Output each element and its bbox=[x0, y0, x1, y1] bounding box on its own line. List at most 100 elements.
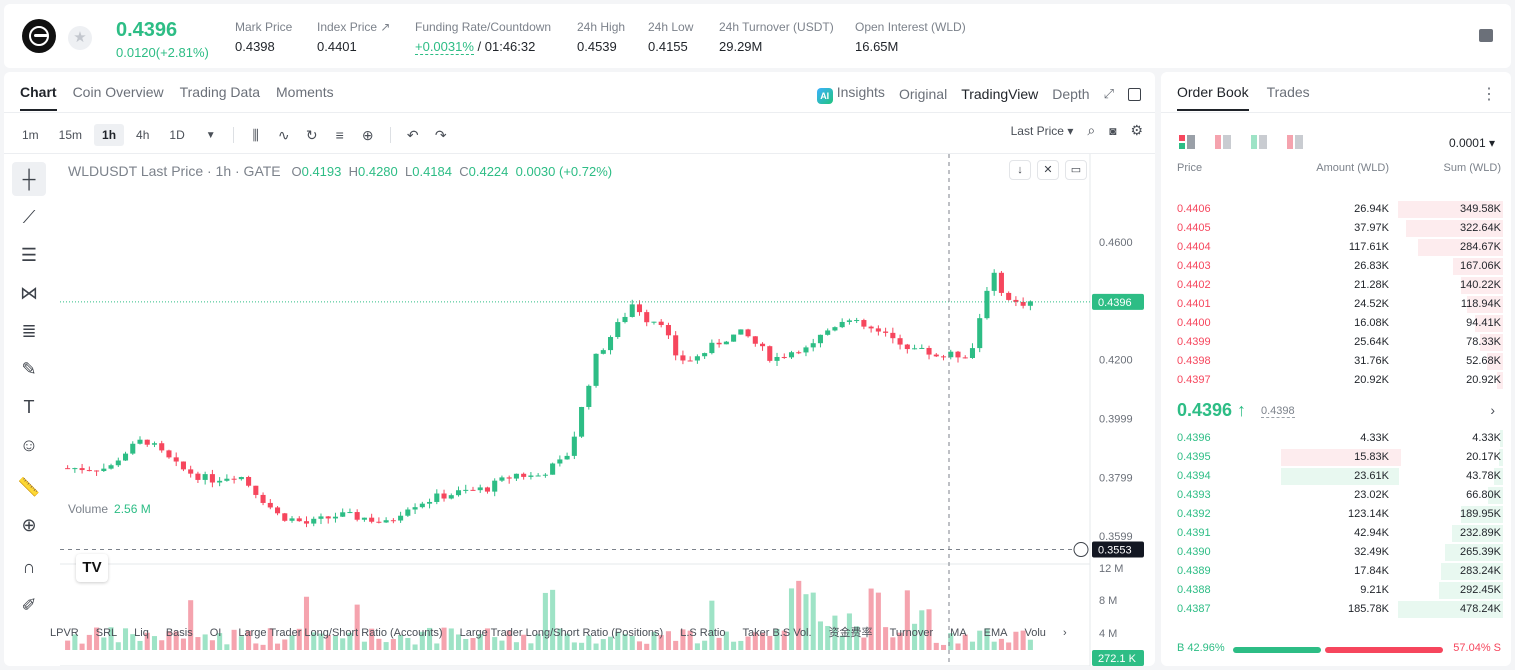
interval-1m[interactable]: 1m bbox=[22, 128, 39, 142]
replay-icon[interactable]: ↻ bbox=[305, 126, 318, 143]
zoom-tool-icon[interactable]: ⊕ bbox=[21, 515, 37, 535]
bid-row[interactable]: 0.4387 185.78K 478.24K bbox=[1161, 600, 1511, 619]
interval-1d[interactable]: 1D bbox=[169, 128, 185, 142]
indicators-icon[interactable]: ∿ bbox=[277, 126, 290, 143]
tradingview-logo: TV bbox=[76, 554, 108, 582]
indicator-item[interactable]: Large Trader Long/Short Ratio (Accounts) bbox=[238, 627, 443, 639]
collapse-icon[interactable]: ✕ bbox=[1037, 160, 1059, 180]
ask-row[interactable]: 0.4399 25.64K 78.33K bbox=[1161, 333, 1511, 352]
tab-order-book[interactable]: Order Book bbox=[1177, 84, 1249, 111]
scroll-down-icon[interactable]: ↓ bbox=[1009, 160, 1031, 180]
indicator-item[interactable]: Basis bbox=[165, 627, 193, 639]
book-icon[interactable] bbox=[1479, 29, 1493, 42]
fullscreen-icon[interactable]: ▭ bbox=[1065, 160, 1087, 180]
candle-type-icon[interactable]: ⫼ bbox=[252, 126, 259, 143]
volume-bar bbox=[477, 634, 483, 650]
pattern-tool-icon[interactable]: ⋈ bbox=[20, 283, 38, 303]
expand-icon[interactable]: ⤢ bbox=[1103, 86, 1114, 101]
indicator-item[interactable]: Large Trader Long/Short Ratio (Positions… bbox=[459, 627, 664, 639]
tab-tradingview[interactable]: TradingView bbox=[961, 86, 1039, 102]
favorite-star-icon[interactable]: ★ bbox=[68, 26, 92, 50]
ask-row[interactable]: 0.4397 20.92K 20.92K bbox=[1161, 371, 1511, 390]
bid-row[interactable]: 0.4388 9.21K 292.45K bbox=[1161, 581, 1511, 600]
indicator-item[interactable]: 资金费率 bbox=[828, 627, 873, 639]
indicator-item[interactable]: EMA bbox=[983, 627, 1008, 639]
layout-sum-icon[interactable] bbox=[1287, 135, 1303, 149]
interval-15m[interactable]: 15m bbox=[58, 128, 83, 142]
gear-icon[interactable]: ⚙ bbox=[1130, 122, 1143, 138]
interval-1h[interactable]: 1h bbox=[94, 124, 125, 146]
indicator-item[interactable]: MA bbox=[950, 627, 967, 639]
layout-both-icon[interactable] bbox=[1179, 135, 1195, 149]
layout-asks-icon[interactable] bbox=[1215, 135, 1231, 149]
window-icon[interactable] bbox=[1128, 87, 1141, 101]
ask-row[interactable]: 0.4404 117.61K 284.67K bbox=[1161, 238, 1511, 257]
search-icon[interactable]: ⌕ bbox=[1087, 122, 1096, 138]
text-tool-icon[interactable]: T bbox=[23, 397, 35, 417]
redo-icon[interactable]: ↷ bbox=[434, 126, 447, 143]
ruler-tool-icon[interactable]: 📏 bbox=[17, 477, 41, 497]
stat-funding-rate[interactable]: Funding Rate/Countdown +0.0031% / 01:46:… bbox=[415, 20, 552, 55]
bid-row[interactable]: 0.4394 23.61K 43.78K bbox=[1161, 467, 1511, 486]
bid-row[interactable]: 0.4393 23.02K 66.80K bbox=[1161, 486, 1511, 505]
ask-row[interactable]: 0.4402 21.28K 140.22K bbox=[1161, 276, 1511, 295]
indicator-item[interactable]: LPVR bbox=[50, 627, 79, 639]
trend-line-tool-icon[interactable]: ⟋ bbox=[22, 207, 36, 227]
volume-bar bbox=[579, 642, 585, 650]
bid-row[interactable]: 0.4390 32.49K 265.39K bbox=[1161, 543, 1511, 562]
row-sum: 52.68K bbox=[1466, 355, 1501, 367]
tab-moments[interactable]: Moments bbox=[276, 84, 334, 100]
indicator-item[interactable]: SRL bbox=[95, 627, 118, 639]
volume-bar bbox=[528, 643, 534, 650]
ask-row[interactable]: 0.4403 26.83K 167.06K bbox=[1161, 257, 1511, 276]
stat-index-price[interactable]: Index Price ↗ 0.4401 bbox=[317, 20, 391, 54]
tab-coin-overview[interactable]: Coin Overview bbox=[72, 84, 164, 100]
interval-dropdown-icon[interactable]: ▼ bbox=[205, 129, 216, 141]
magnet-tool-icon[interactable]: ∩ bbox=[22, 557, 36, 577]
indicator-item[interactable]: Turnover bbox=[889, 627, 934, 639]
bid-row[interactable]: 0.4395 15.83K 20.17K bbox=[1161, 448, 1511, 467]
template-icon[interactable]: ≡ bbox=[335, 127, 344, 143]
add-indicator-icon[interactable]: ⊕ bbox=[361, 126, 374, 143]
price-type-select[interactable]: Last Price ▾ bbox=[1010, 123, 1074, 138]
crosshair-tool-icon[interactable]: ┼ bbox=[12, 162, 46, 196]
undo-icon[interactable]: ↶ bbox=[406, 126, 419, 143]
ask-row[interactable]: 0.4401 24.52K 118.94K bbox=[1161, 295, 1511, 314]
row-amount: 17.84K bbox=[1354, 565, 1389, 577]
volume-bar bbox=[796, 580, 802, 650]
stat-mark-price[interactable]: Mark Price 0.4398 bbox=[235, 20, 293, 54]
ask-row[interactable]: 0.4398 31.76K 52.68K bbox=[1161, 352, 1511, 371]
brush-tool-icon[interactable]: ✎ bbox=[21, 359, 37, 379]
camera-icon[interactable]: ◙ bbox=[1109, 123, 1117, 138]
candlestick-chart[interactable]: 0.4600 0.4200 0.3999 0.3799 0.3599 12 M 8 M 4 M… bbox=[4, 154, 1155, 666]
indicator-item[interactable]: Volu bbox=[1024, 627, 1046, 639]
chevron-right-icon[interactable]: › bbox=[1062, 627, 1067, 639]
tab-depth[interactable]: Depth bbox=[1052, 86, 1090, 102]
bid-row[interactable]: 0.4391 42.94K 232.89K bbox=[1161, 524, 1511, 543]
bid-row[interactable]: 0.4396 4.33K 4.33K bbox=[1161, 429, 1511, 448]
ask-row[interactable]: 0.4406 26.94K 349.58K bbox=[1161, 200, 1511, 219]
fib-tool-icon[interactable]: ≣ bbox=[21, 321, 37, 341]
indicator-item[interactable]: Taker B.S Vol. bbox=[742, 627, 812, 639]
horizontal-lines-tool-icon[interactable]: ☰ bbox=[20, 245, 38, 265]
indicator-item[interactable]: L.S Ratio bbox=[680, 627, 726, 639]
interval-4h[interactable]: 4h bbox=[136, 128, 150, 142]
bid-row[interactable]: 0.4392 123.14K 189.95K bbox=[1161, 505, 1511, 524]
more-icon[interactable]: ⋮ bbox=[1481, 86, 1497, 103]
chevron-right-icon[interactable]: › bbox=[1490, 402, 1495, 418]
indicator-item[interactable]: Liq bbox=[134, 627, 149, 639]
tab-original[interactable]: Original bbox=[898, 86, 948, 102]
pencil-lock-tool-icon[interactable]: ✐ bbox=[21, 595, 37, 615]
layout-bids-icon[interactable] bbox=[1251, 135, 1267, 149]
tab-trades[interactable]: Trades bbox=[1266, 84, 1310, 100]
ask-row[interactable]: 0.4405 37.97K 322.64K bbox=[1161, 219, 1511, 238]
ask-row[interactable]: 0.4400 16.08K 94.41K bbox=[1161, 314, 1511, 333]
candle-body bbox=[694, 356, 700, 361]
tab-insights[interactable]: AI Insights bbox=[816, 84, 885, 104]
indicator-item[interactable]: OI bbox=[209, 627, 222, 639]
precision-select[interactable]: 0.0001 ▾ bbox=[1448, 136, 1495, 150]
bid-row[interactable]: 0.4389 17.84K 283.24K bbox=[1161, 562, 1511, 581]
tab-chart[interactable]: Chart bbox=[20, 84, 57, 111]
tab-trading-data[interactable]: Trading Data bbox=[179, 84, 261, 100]
emoji-tool-icon[interactable]: ☺ bbox=[19, 435, 39, 455]
